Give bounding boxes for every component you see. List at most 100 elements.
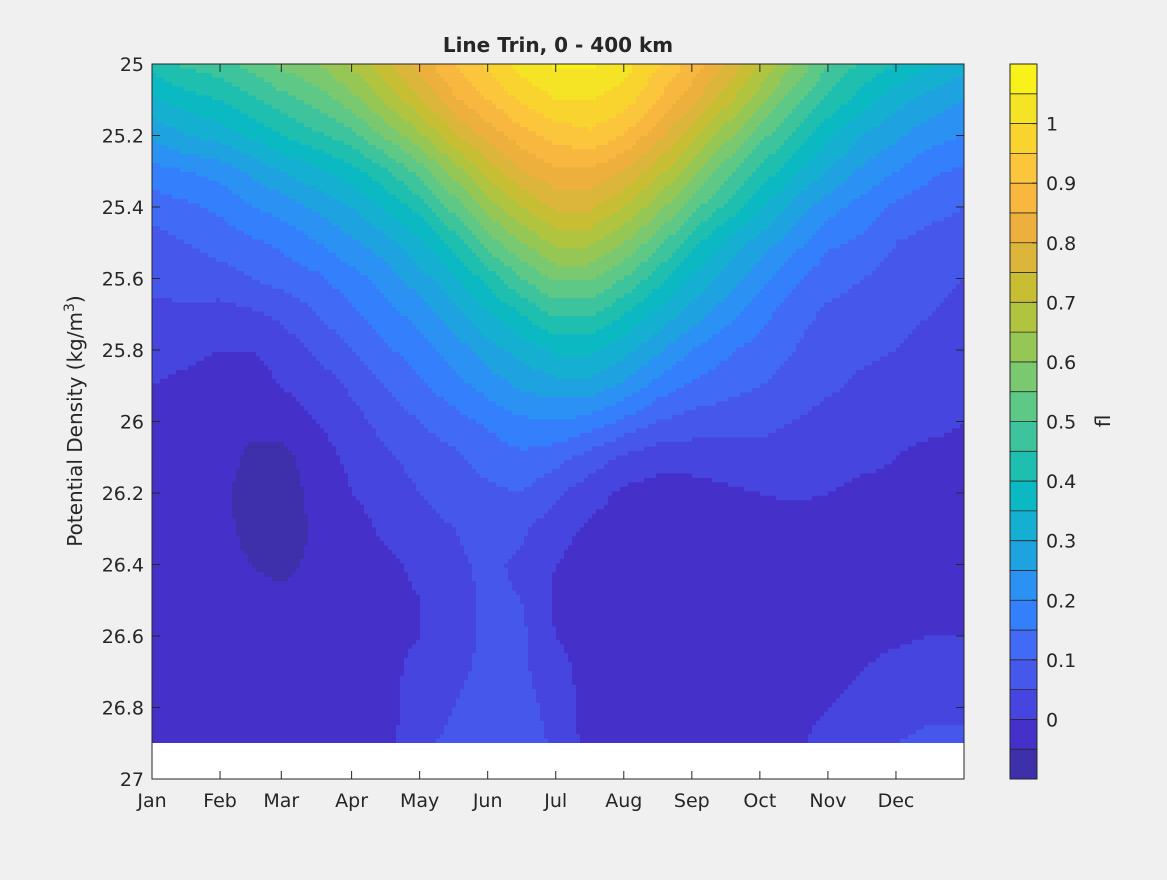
contour-cell bbox=[252, 153, 289, 160]
contour-cell bbox=[724, 297, 753, 304]
contour-cell bbox=[812, 405, 964, 411]
contour-cell bbox=[488, 428, 593, 434]
contour-cell bbox=[380, 536, 461, 542]
contour-cell bbox=[408, 81, 429, 88]
contour-cell bbox=[668, 131, 685, 137]
contour-cell bbox=[476, 131, 505, 137]
contour-cell bbox=[388, 212, 421, 218]
contour-cell bbox=[616, 171, 641, 178]
contour-cell bbox=[448, 140, 469, 146]
contour-cell bbox=[872, 221, 933, 227]
contour-cell bbox=[824, 194, 861, 200]
contour-cell bbox=[716, 302, 749, 308]
contour-cell bbox=[728, 396, 825, 402]
x-tick-label: May bbox=[400, 790, 439, 812]
contour-cell bbox=[908, 234, 964, 241]
contour-cell bbox=[776, 149, 797, 155]
contour-cell bbox=[504, 261, 529, 268]
contour-cell bbox=[616, 153, 641, 160]
contour-cell bbox=[240, 131, 281, 137]
contour-cell bbox=[360, 270, 397, 277]
contour-cell bbox=[468, 414, 529, 420]
contour-cell bbox=[332, 135, 365, 142]
contour-cell bbox=[692, 104, 709, 110]
contour-cell bbox=[444, 99, 465, 106]
contour-cell bbox=[152, 149, 181, 155]
contour-cell bbox=[832, 162, 865, 169]
contour-cell bbox=[428, 153, 449, 160]
contour-cell bbox=[184, 108, 241, 115]
contour-cell bbox=[716, 225, 741, 232]
contour-cell bbox=[152, 171, 197, 178]
contour-cell bbox=[248, 441, 285, 447]
contour-cell bbox=[808, 64, 829, 70]
contour-cell bbox=[484, 207, 505, 214]
contour-cell bbox=[568, 545, 964, 551]
contour-cell bbox=[768, 153, 793, 160]
contour-cell bbox=[152, 716, 401, 722]
contour-cell bbox=[856, 369, 964, 375]
contour-cell bbox=[428, 243, 449, 250]
contour-cell bbox=[480, 221, 501, 227]
contour-cell bbox=[508, 567, 557, 573]
contour-cell bbox=[304, 405, 361, 411]
contour-cell bbox=[600, 369, 637, 375]
contour-cell bbox=[704, 90, 721, 97]
contour-cell bbox=[312, 414, 365, 420]
contour-cell bbox=[436, 392, 485, 398]
contour-cell bbox=[884, 257, 964, 263]
contour-cell bbox=[484, 189, 505, 196]
contour-cell bbox=[420, 621, 477, 627]
contour-cell bbox=[528, 626, 557, 632]
contour-cell bbox=[216, 257, 293, 263]
contour-cell bbox=[448, 243, 469, 250]
contour-cell bbox=[872, 77, 909, 83]
contour-cell bbox=[248, 68, 285, 74]
contour-cell bbox=[424, 333, 457, 339]
contour-cell bbox=[636, 140, 657, 146]
contour-cell bbox=[776, 495, 813, 501]
contour-cell bbox=[408, 185, 429, 191]
contour-cell bbox=[880, 122, 921, 128]
contour-cell bbox=[700, 239, 725, 245]
contour-cell bbox=[320, 64, 349, 70]
contour-cell bbox=[704, 288, 733, 295]
contour-cell bbox=[352, 68, 377, 74]
contour-cell bbox=[924, 149, 964, 155]
contour-cell bbox=[812, 203, 849, 209]
contour-cell bbox=[488, 140, 517, 146]
contour-cell bbox=[152, 288, 285, 295]
contour-cell bbox=[804, 73, 821, 79]
contour-cell bbox=[920, 185, 964, 191]
contour-cell bbox=[296, 459, 341, 465]
contour-cell bbox=[412, 140, 433, 146]
contour-cell bbox=[856, 234, 909, 241]
contour-cell bbox=[428, 81, 449, 88]
contour-cell bbox=[448, 104, 469, 110]
contour-cell bbox=[520, 144, 573, 151]
contour-cell bbox=[472, 653, 529, 659]
contour-cell bbox=[564, 459, 609, 465]
contour-cell bbox=[324, 149, 361, 155]
colorbar-band bbox=[1010, 212, 1037, 243]
contour-cell bbox=[500, 221, 521, 227]
contour-cell bbox=[152, 626, 421, 632]
contour-cell bbox=[552, 185, 593, 191]
contour-cell bbox=[620, 225, 641, 232]
contour-cell bbox=[760, 383, 845, 389]
contour-cell bbox=[248, 90, 289, 97]
contour-cell bbox=[732, 194, 753, 200]
contour-cell bbox=[396, 90, 417, 97]
contour-cell bbox=[400, 684, 465, 690]
contour-cell bbox=[504, 225, 529, 232]
contour-cell bbox=[152, 599, 421, 605]
contour-cell bbox=[280, 320, 325, 326]
contour-cell bbox=[704, 144, 721, 151]
contour-cell bbox=[420, 374, 461, 380]
contour-cell bbox=[572, 122, 597, 128]
contour-cell bbox=[748, 221, 773, 227]
contour-cell bbox=[388, 167, 409, 173]
contour-cell bbox=[468, 554, 513, 560]
contour-cell bbox=[960, 207, 964, 214]
contour-cell bbox=[876, 216, 945, 223]
